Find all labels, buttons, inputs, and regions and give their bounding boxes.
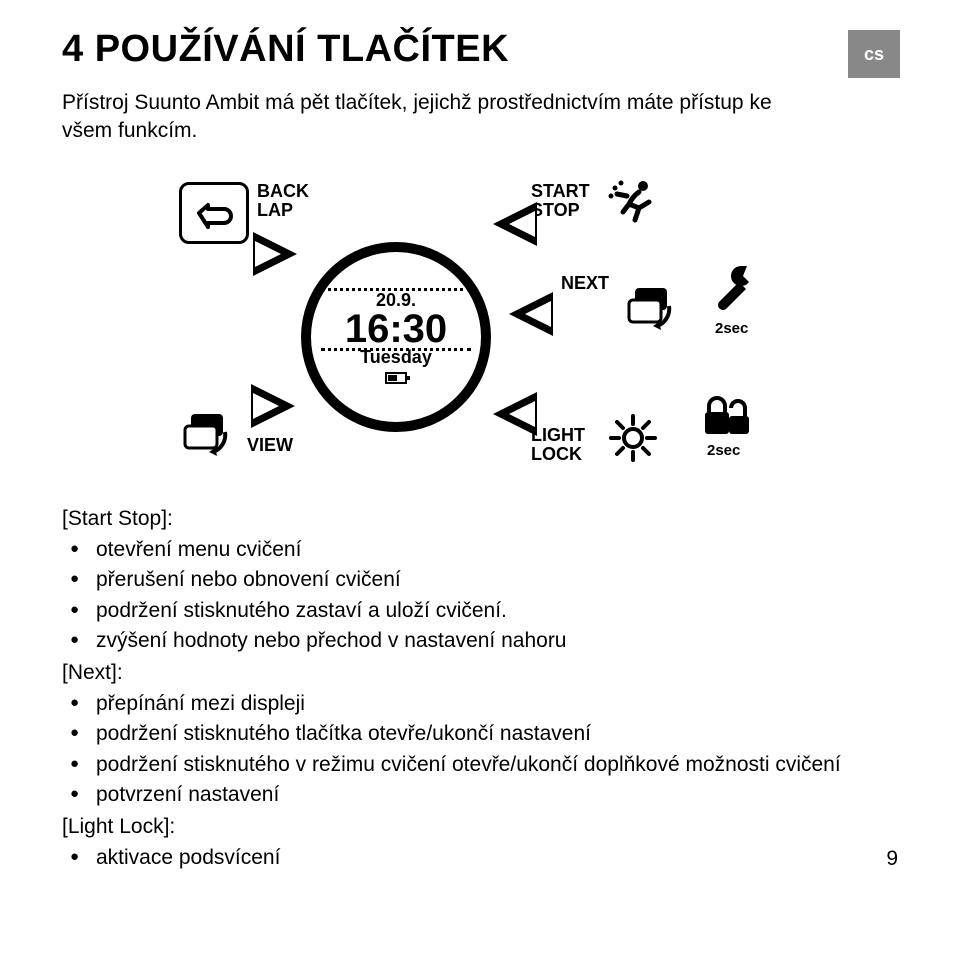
- list-item: zvýšení hodnoty nebo přechod v nastavení…: [62, 626, 900, 655]
- wrench-icon: [711, 260, 759, 320]
- list-item: potvrzení nastavení: [62, 780, 900, 809]
- next-label: NEXT: [561, 274, 609, 293]
- view-screens-icon: [179, 410, 235, 458]
- next-hold-duration: 2sec: [715, 320, 748, 337]
- back-lap-label: BACKLAP: [257, 182, 309, 220]
- page-number: 9: [886, 847, 898, 871]
- list-item: otevření menu cvičení: [62, 535, 900, 564]
- lock-unlock-icon: [701, 386, 753, 440]
- language-badge: cs: [848, 30, 900, 78]
- section-heading-start-stop: [Start Stop]:: [62, 504, 900, 533]
- light-lock-label: LIGHTLOCK: [531, 426, 585, 464]
- list-item: podržení stisknutého zastaví a uloží cvi…: [62, 596, 900, 625]
- runner-icon: [605, 176, 661, 232]
- watch-time: 16:30: [345, 309, 447, 349]
- functions-list: [Start Stop]: otevření menu cvičení přer…: [62, 504, 900, 873]
- buttons-diagram: BACKLAP STARTSTOP 20.9. 16:30 Tuesday: [101, 166, 861, 486]
- next-screens-icon: [623, 284, 679, 332]
- section-heading-next: [Next]:: [62, 658, 900, 687]
- page-title: 4 POUŽÍVÁNÍ TLAČÍTEK: [62, 28, 900, 71]
- list-item: aktivace podsvícení: [62, 843, 900, 872]
- view-label: VIEW: [247, 436, 293, 455]
- list-item: přepínání mezi displeji: [62, 689, 900, 718]
- back-arrow-icon: [194, 196, 234, 230]
- light-lock-hold-duration: 2sec: [707, 442, 740, 459]
- list-item: podržení stisknutého v režimu cvičení ot…: [62, 750, 900, 779]
- watch-day: Tuesday: [360, 347, 432, 368]
- list-item: podržení stisknutého tlačítka otevře/uko…: [62, 719, 900, 748]
- start-stop-label: STARTSTOP: [531, 182, 590, 220]
- intro-text: Přístroj Suunto Ambit má pět tlačítek, j…: [62, 89, 822, 146]
- watch-face: 20.9. 16:30 Tuesday: [301, 242, 491, 432]
- back-lap-button-box: [179, 182, 249, 244]
- list-item: přerušení nebo obnovení cvičení: [62, 565, 900, 594]
- sun-icon: [607, 412, 659, 464]
- section-heading-light-lock: [Light Lock]:: [62, 812, 900, 841]
- battery-icon: [385, 372, 407, 384]
